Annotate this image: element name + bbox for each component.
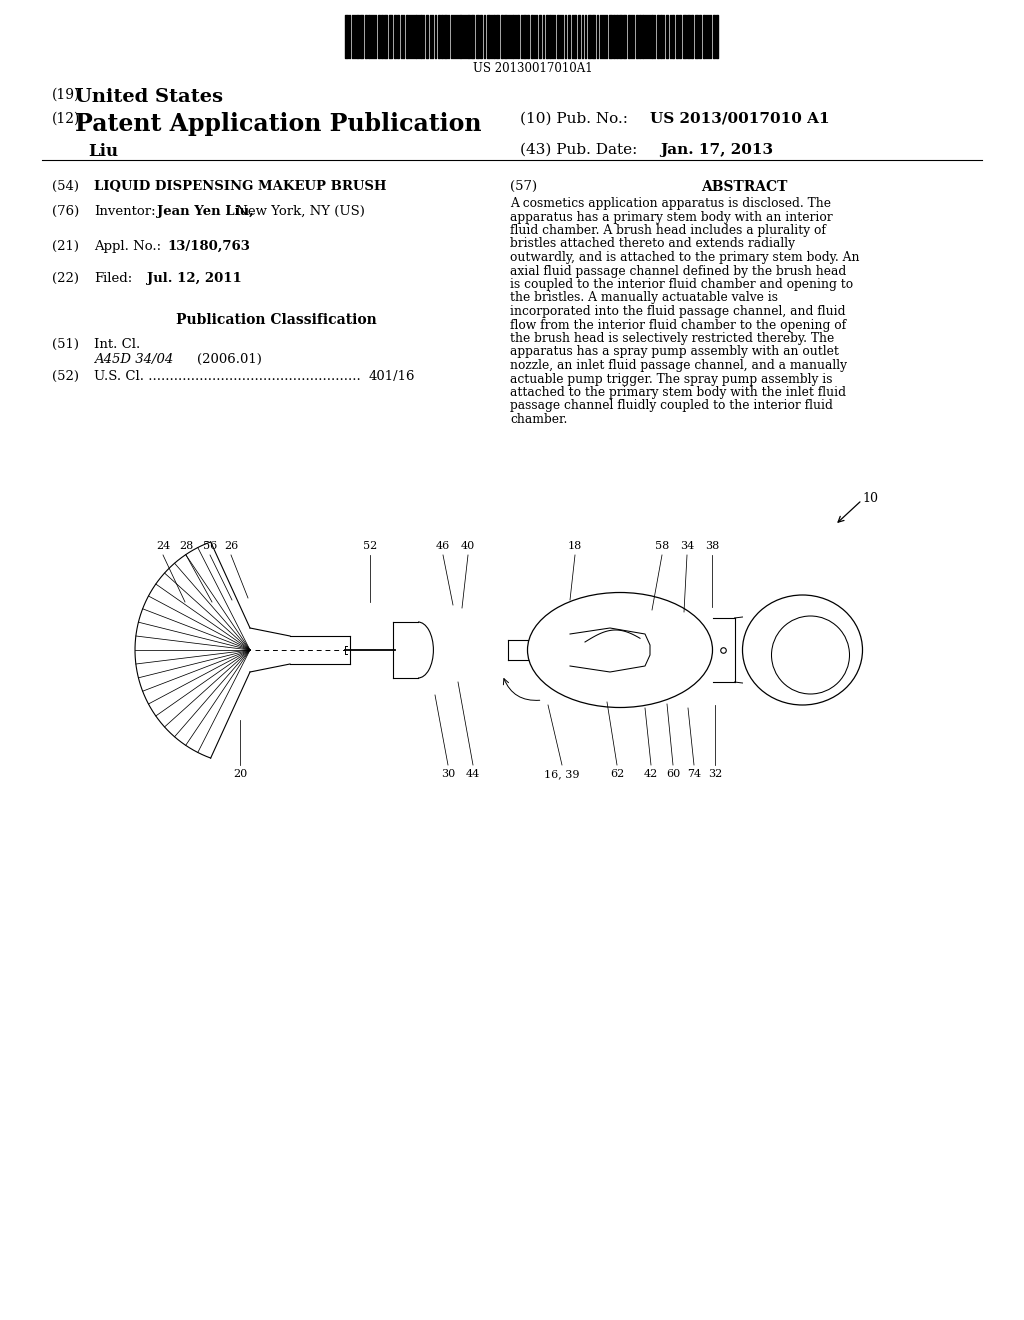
Text: 52: 52 (362, 541, 377, 550)
Text: United States: United States (75, 88, 223, 106)
Text: Publication Classification: Publication Classification (176, 313, 377, 327)
Text: U.S. Cl. ..................................................: U.S. Cl. ...............................… (94, 370, 360, 383)
Text: 13/180,763: 13/180,763 (167, 240, 250, 253)
Text: 42: 42 (644, 770, 658, 779)
Text: 56: 56 (203, 541, 217, 550)
Text: ABSTRACT: ABSTRACT (700, 180, 787, 194)
Text: US 20130017010A1: US 20130017010A1 (473, 62, 592, 75)
Text: nozzle, an inlet fluid passage channel, and a manually: nozzle, an inlet fluid passage channel, … (510, 359, 847, 372)
Text: 20: 20 (232, 770, 247, 779)
Text: 58: 58 (655, 541, 669, 550)
Text: (76): (76) (52, 205, 79, 218)
Text: 32: 32 (708, 770, 722, 779)
Text: New York, NY (US): New York, NY (US) (232, 205, 365, 218)
Text: (43) Pub. Date:: (43) Pub. Date: (520, 143, 637, 157)
Text: (22): (22) (52, 272, 79, 285)
Text: flow from the interior fluid chamber to the opening of: flow from the interior fluid chamber to … (510, 318, 846, 331)
Text: Patent Application Publication: Patent Application Publication (75, 112, 481, 136)
Text: 60: 60 (666, 770, 680, 779)
Text: fluid chamber. A brush head includes a plurality of: fluid chamber. A brush head includes a p… (510, 224, 826, 238)
Text: outwardly, and is attached to the primary stem body. An: outwardly, and is attached to the primar… (510, 251, 859, 264)
Text: 18: 18 (568, 541, 582, 550)
Text: chamber.: chamber. (510, 413, 567, 426)
Text: Inventor:: Inventor: (94, 205, 156, 218)
Text: Jul. 12, 2011: Jul. 12, 2011 (147, 272, 242, 285)
Text: 38: 38 (705, 541, 719, 550)
Text: is coupled to the interior fluid chamber and opening to: is coupled to the interior fluid chamber… (510, 279, 853, 290)
Text: 10: 10 (862, 492, 878, 506)
Text: A45D 34/04: A45D 34/04 (94, 352, 173, 366)
Text: (19): (19) (52, 88, 80, 102)
Text: Appl. No.:: Appl. No.: (94, 240, 161, 253)
Text: 30: 30 (441, 770, 455, 779)
Text: the bristles. A manually actuatable valve is: the bristles. A manually actuatable valv… (510, 292, 778, 305)
Text: (2006.01): (2006.01) (197, 352, 262, 366)
Text: Jean Yen Liu,: Jean Yen Liu, (157, 205, 254, 218)
Text: apparatus has a spray pump assembly with an outlet: apparatus has a spray pump assembly with… (510, 346, 839, 359)
Text: Filed:: Filed: (94, 272, 132, 285)
Text: 26: 26 (224, 541, 239, 550)
Text: (10) Pub. No.:: (10) Pub. No.: (520, 112, 628, 125)
Text: 28: 28 (179, 541, 194, 550)
Text: (51): (51) (52, 338, 79, 351)
Text: 44: 44 (466, 770, 480, 779)
Text: (57): (57) (510, 180, 538, 193)
Text: axial fluid passage channel defined by the brush head: axial fluid passage channel defined by t… (510, 264, 846, 277)
Text: Jan. 17, 2013: Jan. 17, 2013 (660, 143, 773, 157)
Text: 74: 74 (687, 770, 701, 779)
Text: (54): (54) (52, 180, 79, 193)
Text: LIQUID DISPENSING MAKEUP BRUSH: LIQUID DISPENSING MAKEUP BRUSH (94, 180, 386, 193)
Text: Int. Cl.: Int. Cl. (94, 338, 140, 351)
Text: 62: 62 (610, 770, 624, 779)
Text: apparatus has a primary stem body with an interior: apparatus has a primary stem body with a… (510, 210, 833, 223)
Text: 34: 34 (680, 541, 694, 550)
Text: passage channel fluidly coupled to the interior fluid: passage channel fluidly coupled to the i… (510, 400, 833, 412)
Text: 16, 39: 16, 39 (544, 770, 580, 779)
Text: (52): (52) (52, 370, 79, 383)
Text: Liu: Liu (88, 143, 118, 160)
Text: (12): (12) (52, 112, 80, 125)
Text: 40: 40 (461, 541, 475, 550)
Text: bristles attached thereto and extends radially: bristles attached thereto and extends ra… (510, 238, 795, 251)
Text: 24: 24 (156, 541, 170, 550)
Text: the brush head is selectively restricted thereby. The: the brush head is selectively restricted… (510, 333, 835, 345)
Text: attached to the primary stem body with the inlet fluid: attached to the primary stem body with t… (510, 385, 846, 399)
Text: 401/16: 401/16 (369, 370, 416, 383)
Text: (21): (21) (52, 240, 79, 253)
Text: 46: 46 (436, 541, 451, 550)
Text: actuable pump trigger. The spray pump assembly is: actuable pump trigger. The spray pump as… (510, 372, 833, 385)
Text: incorporated into the fluid passage channel, and fluid: incorporated into the fluid passage chan… (510, 305, 846, 318)
Text: US 2013/0017010 A1: US 2013/0017010 A1 (650, 112, 829, 125)
Text: A cosmetics application apparatus is disclosed. The: A cosmetics application apparatus is dis… (510, 197, 831, 210)
